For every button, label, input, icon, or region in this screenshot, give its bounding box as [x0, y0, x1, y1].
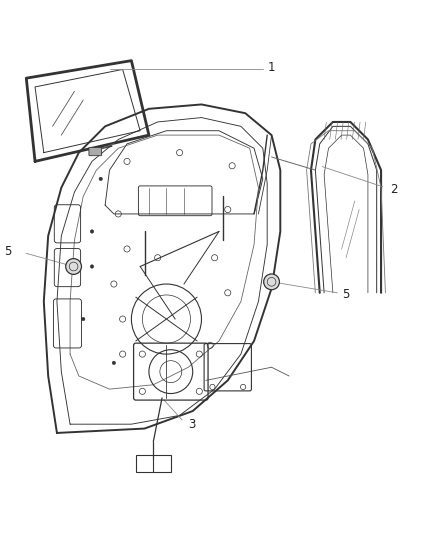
Text: 2: 2 — [390, 183, 397, 196]
Text: 1: 1 — [267, 61, 275, 74]
FancyBboxPatch shape — [89, 147, 102, 156]
Circle shape — [99, 177, 102, 181]
Text: 3: 3 — [188, 418, 196, 431]
Bar — [136, 455, 171, 472]
Circle shape — [81, 317, 85, 321]
Circle shape — [264, 274, 279, 290]
Text: 5: 5 — [342, 288, 349, 302]
Circle shape — [66, 259, 81, 274]
Circle shape — [112, 361, 116, 365]
Text: 5: 5 — [4, 245, 12, 257]
Circle shape — [90, 230, 94, 233]
Circle shape — [90, 265, 94, 268]
